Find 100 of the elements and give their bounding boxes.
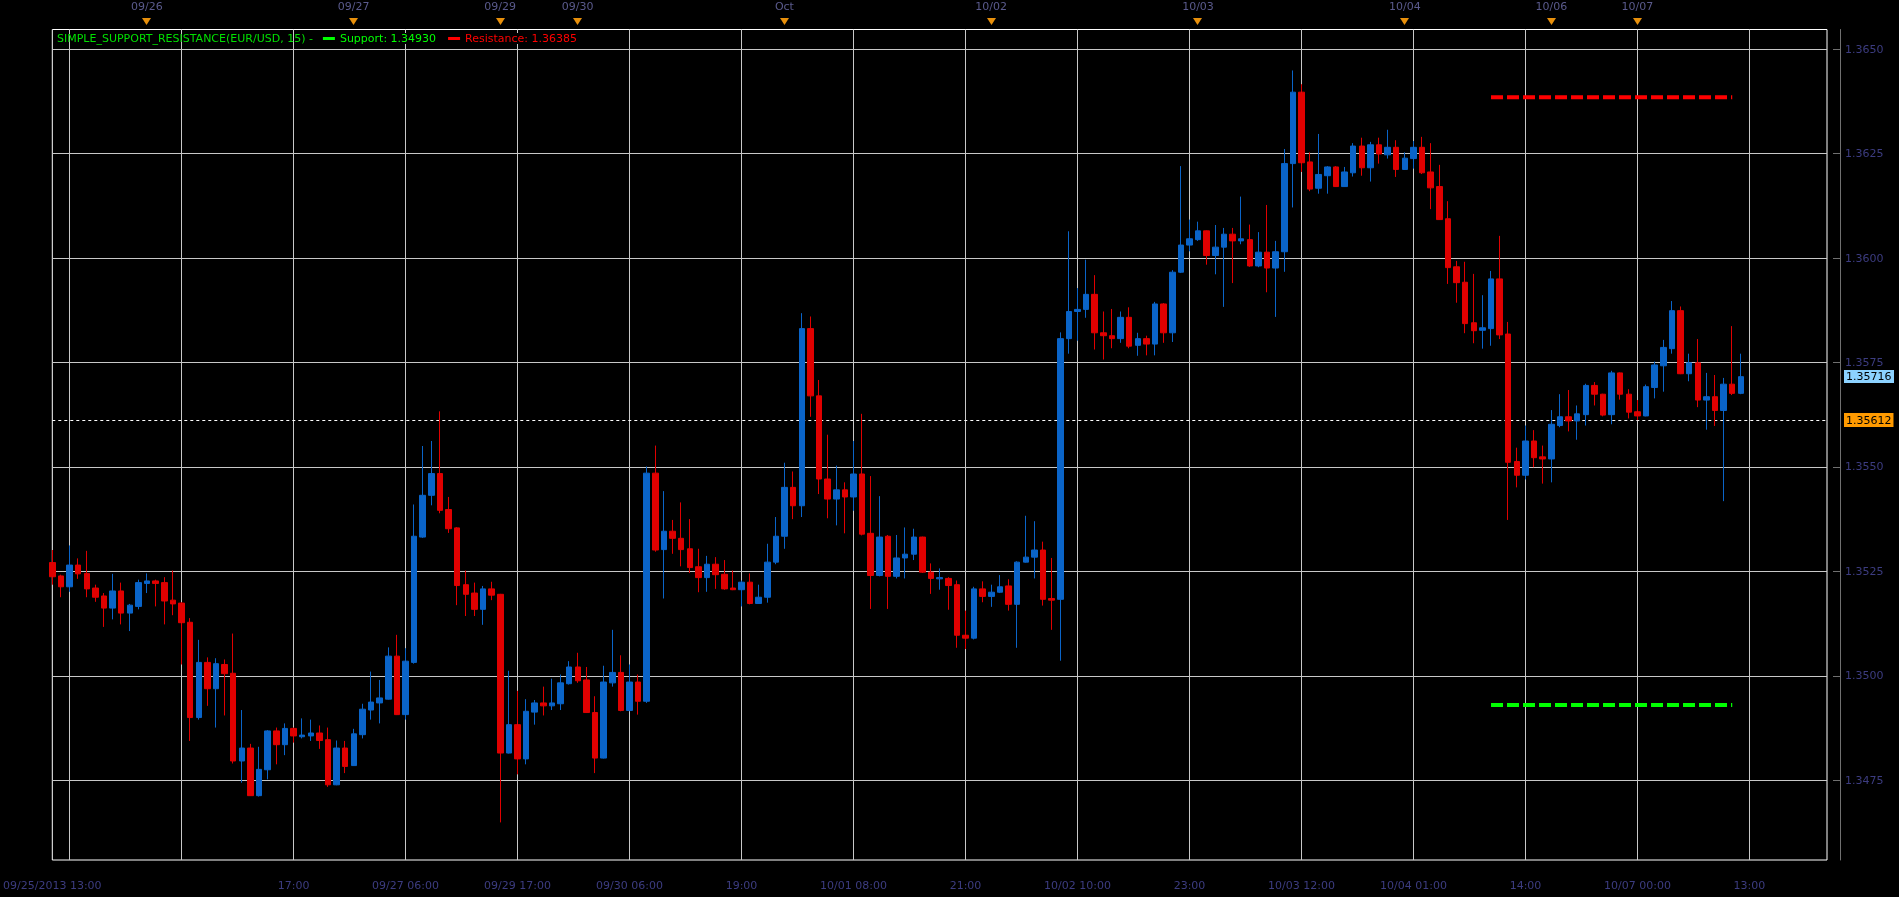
candlestick	[1677, 305, 1684, 375]
y-tick-label: 1.3575	[1845, 355, 1884, 369]
candlestick	[299, 717, 305, 739]
candlestick	[273, 727, 280, 765]
candlestick	[480, 585, 486, 626]
candlestick	[161, 576, 168, 625]
candlestick	[669, 519, 676, 555]
candlestick	[1031, 520, 1038, 579]
candlestick	[962, 610, 969, 650]
candlestick	[773, 516, 779, 565]
legend-label: Support: 1.34930	[339, 32, 437, 45]
candlestick	[557, 674, 564, 711]
candlestick	[1505, 321, 1511, 521]
candlestick	[1126, 306, 1132, 349]
candlestick	[1057, 331, 1064, 662]
candlestick	[351, 728, 357, 767]
candlestick	[488, 581, 495, 601]
x-tick-label: 09/29 17:00	[484, 879, 551, 892]
candlestick	[1359, 137, 1365, 177]
candlestick	[1091, 274, 1098, 350]
category-label: 09/27	[337, 0, 370, 13]
candlestick	[885, 534, 891, 610]
candlestick	[790, 470, 796, 520]
candlestick	[1238, 196, 1244, 245]
candlestick	[867, 475, 874, 610]
candlestick	[1178, 165, 1184, 274]
candlestick	[1453, 260, 1460, 304]
candlestick	[1445, 200, 1451, 285]
candlestick	[738, 580, 745, 607]
candlestick	[712, 556, 719, 590]
candlestick	[945, 576, 952, 611]
candlestick	[1419, 136, 1425, 175]
candlestick	[282, 722, 288, 756]
candlestick	[1023, 515, 1029, 564]
y-tick-label: 1.3600	[1845, 251, 1884, 265]
x-tick-label: 10/04 01:00	[1380, 879, 1447, 892]
candlestick	[1229, 227, 1236, 284]
candlestick	[471, 582, 478, 617]
candlestick	[1720, 377, 1727, 502]
candlestick	[1514, 447, 1520, 488]
candlestick	[264, 729, 271, 780]
candlestick	[755, 584, 762, 605]
text: 1.35716	[1844, 370, 1894, 384]
candlestick	[1152, 301, 1158, 356]
candlestick	[1574, 404, 1580, 441]
candlestick	[230, 633, 236, 764]
candlestick	[308, 719, 314, 742]
candlestick	[385, 646, 392, 701]
x-tick-label: 10/02 10:00	[1044, 879, 1111, 892]
candlestick	[1738, 353, 1744, 395]
candlestick	[1376, 137, 1382, 165]
category-label: 10/04	[1388, 0, 1421, 13]
candlestick	[419, 445, 426, 539]
candlestick	[1436, 164, 1443, 221]
candlestick	[833, 465, 840, 526]
candlestick	[342, 740, 348, 774]
category-label: 10/03	[1182, 0, 1214, 13]
candlestick	[997, 574, 1003, 594]
x-tick-label: 09/25/2013 13:00	[2, 879, 102, 892]
candlestick	[1290, 69, 1296, 208]
candlestick	[1496, 235, 1503, 340]
candlestick	[1488, 270, 1494, 347]
candlestick	[1066, 230, 1072, 355]
x-tick-label: 09/30 06:00	[596, 879, 663, 892]
candlestick	[1557, 393, 1563, 428]
candlestick	[1014, 560, 1020, 649]
candlestick	[781, 462, 788, 550]
candlestick	[1583, 383, 1589, 427]
candlestick	[454, 526, 460, 606]
candlestick	[652, 445, 659, 553]
candlestick	[359, 703, 366, 739]
candlestick	[643, 465, 650, 704]
candlestick	[1539, 445, 1546, 485]
candlestick	[1100, 310, 1107, 361]
candlestick	[583, 666, 590, 714]
candlestick	[540, 686, 547, 716]
candlestick	[1005, 578, 1012, 612]
candlestick	[1333, 165, 1339, 188]
candlestick	[575, 652, 581, 684]
y-tick-label: 1.3475	[1845, 773, 1884, 787]
candlestick	[1626, 388, 1632, 419]
x-tick-label: 09/27 06:00	[372, 879, 439, 892]
candlestick	[1427, 142, 1434, 210]
candlestick	[316, 724, 323, 750]
candlestick	[1247, 224, 1253, 268]
candlestick	[1462, 261, 1468, 334]
category-label: 09/29	[484, 0, 516, 13]
candlestick	[979, 580, 986, 603]
candlestick	[75, 557, 81, 580]
candlestick	[49, 549, 56, 586]
candlestick	[988, 584, 995, 608]
candlestick	[333, 740, 340, 786]
x-tick-label: 10/07 00:00	[1604, 879, 1671, 892]
candlestick	[1350, 142, 1356, 178]
candlestick	[1186, 219, 1193, 252]
candlestick	[109, 573, 116, 620]
candlestick	[402, 647, 409, 721]
candlestick	[523, 698, 529, 765]
candlestick	[1660, 339, 1667, 393]
candlestick	[1160, 302, 1167, 344]
